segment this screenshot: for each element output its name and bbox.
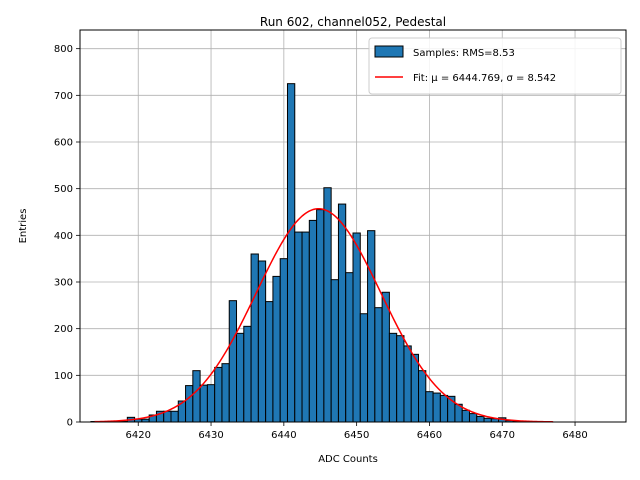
legend-histogram-label: Samples: RMS=8.53 bbox=[413, 48, 515, 59]
histogram-bar bbox=[170, 410, 179, 423]
histogram-bar bbox=[330, 279, 339, 423]
histogram-bar bbox=[236, 332, 245, 423]
legend-histogram-swatch bbox=[374, 45, 404, 58]
histogram-bar bbox=[374, 307, 383, 423]
y-tick-label: 700 bbox=[54, 91, 73, 102]
histogram-bar bbox=[214, 366, 223, 423]
fit-curve-group bbox=[94, 208, 554, 423]
histogram-bar bbox=[439, 394, 449, 423]
y-tick-label: 400 bbox=[54, 231, 73, 242]
x-tick-label: 6440 bbox=[271, 430, 296, 441]
histogram-bar bbox=[323, 187, 332, 423]
y-tick-label: 0 bbox=[67, 418, 73, 429]
histogram-bar bbox=[265, 301, 274, 423]
histogram-bar bbox=[468, 413, 478, 423]
histogram-bar bbox=[286, 83, 296, 423]
histogram-bar bbox=[272, 275, 281, 423]
histogram-bar bbox=[432, 392, 441, 423]
x-axis-ticks: 6420 6430 6440 6450 6460 6470 6480 bbox=[126, 422, 588, 441]
histogram-bar bbox=[418, 370, 427, 423]
legend-box bbox=[368, 37, 622, 95]
histogram-bar bbox=[388, 332, 398, 423]
legend: Samples: RMS=8.53 Fit: μ = 6444.769, σ =… bbox=[368, 37, 622, 95]
x-tick-label: 6460 bbox=[417, 430, 442, 441]
histogram-bar bbox=[345, 272, 354, 423]
y-tick-label: 600 bbox=[54, 138, 73, 149]
x-tick-label: 6480 bbox=[562, 430, 587, 441]
histogram-bar bbox=[192, 370, 201, 423]
histogram-bar bbox=[243, 325, 252, 423]
grid-lines bbox=[80, 30, 626, 423]
histogram-bar bbox=[425, 391, 434, 423]
legend-fit-label: Fit: μ = 6444.769, σ = 8.542 bbox=[413, 73, 556, 84]
y-axis-label: Entries bbox=[18, 209, 29, 244]
histogram-bar bbox=[337, 203, 347, 423]
histogram-bar bbox=[316, 209, 325, 423]
histogram-bar bbox=[483, 417, 492, 423]
fit-curve bbox=[94, 208, 554, 423]
x-tick-label: 6470 bbox=[490, 430, 515, 441]
histogram-bar bbox=[367, 230, 376, 423]
histogram-bar bbox=[185, 385, 194, 423]
y-axis-ticks: 0 100 200 300 400 500 600 700 800 bbox=[54, 44, 80, 429]
histogram-bar bbox=[476, 415, 485, 423]
histogram-bar bbox=[403, 345, 412, 423]
chart-title: Run 602, channel052, Pedestal bbox=[260, 15, 446, 29]
histogram-bar bbox=[396, 335, 405, 423]
y-tick-label: 300 bbox=[54, 278, 73, 289]
histogram-bar bbox=[250, 253, 259, 423]
histogram-bar bbox=[352, 232, 361, 423]
histogram-bars bbox=[90, 83, 551, 423]
histogram-bar bbox=[308, 219, 318, 423]
y-tick-label: 500 bbox=[54, 184, 73, 195]
histogram-bar bbox=[163, 410, 172, 423]
histogram-bar bbox=[294, 231, 303, 423]
x-tick-label: 6420 bbox=[126, 430, 151, 441]
histogram-bar bbox=[206, 384, 216, 423]
y-tick-label: 200 bbox=[54, 324, 73, 335]
x-tick-label: 6430 bbox=[198, 430, 223, 441]
y-tick-label: 100 bbox=[54, 371, 73, 382]
histogram-bar bbox=[359, 313, 369, 423]
y-tick-label: 800 bbox=[54, 44, 73, 55]
histogram-bar bbox=[279, 258, 288, 423]
histogram-bar bbox=[221, 363, 230, 423]
histogram-bar bbox=[199, 384, 208, 423]
histogram-bar bbox=[228, 300, 238, 423]
histogram-bar bbox=[381, 291, 390, 423]
plot-frame bbox=[79, 29, 627, 423]
histogram-bar bbox=[461, 409, 470, 423]
histogram-bar bbox=[301, 231, 310, 423]
x-tick-label: 6450 bbox=[344, 430, 369, 441]
x-axis-label: ADC Counts bbox=[318, 454, 378, 465]
histogram-bar bbox=[410, 353, 420, 423]
